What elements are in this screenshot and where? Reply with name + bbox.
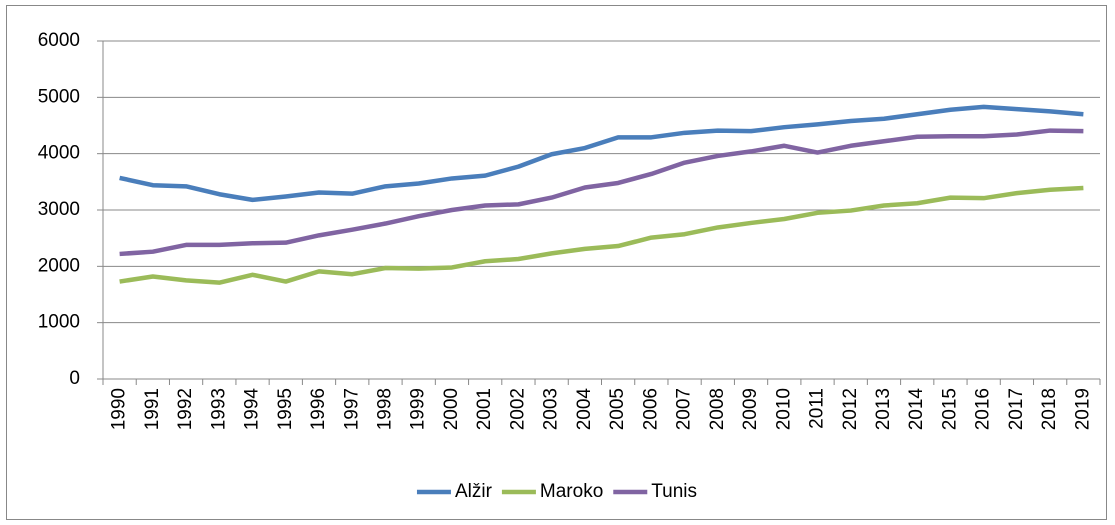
x-tick-label: 1991 xyxy=(142,388,163,430)
x-tick-label: 1995 xyxy=(275,388,296,430)
legend-label: Maroko xyxy=(540,481,603,502)
y-tick-label: 1000 xyxy=(38,312,80,333)
chart-border xyxy=(6,5,1107,520)
legend-label: Tunis xyxy=(651,481,697,502)
x-tick-label: 1998 xyxy=(374,388,395,430)
x-tick-label: 1993 xyxy=(208,388,229,430)
y-tick-label: 6000 xyxy=(38,30,80,51)
x-tick-label: 2019 xyxy=(1072,388,1093,430)
x-tick-label: 2006 xyxy=(640,388,661,430)
x-tick-label: 1990 xyxy=(109,388,130,430)
y-tick-label: 3000 xyxy=(38,199,80,220)
x-tick-label: 1997 xyxy=(341,388,362,430)
y-tick-label: 4000 xyxy=(38,143,80,164)
y-tick-label: 2000 xyxy=(38,255,80,276)
series-line xyxy=(119,128,1084,257)
y-tick-label: 5000 xyxy=(38,86,80,107)
x-tick-label: 2012 xyxy=(840,388,861,430)
x-tick-label: 1996 xyxy=(308,388,329,430)
x-tick-label: 2010 xyxy=(773,388,794,430)
x-tick-label: 1999 xyxy=(408,388,429,430)
x-tick-label: 2018 xyxy=(1039,388,1060,430)
x-tick-label: 2011 xyxy=(807,388,828,429)
x-tick-label: 2017 xyxy=(1006,388,1027,430)
x-tick-label: 2008 xyxy=(707,388,728,430)
series-line xyxy=(119,104,1084,203)
x-tick-label: 2015 xyxy=(939,388,960,430)
x-tick-label: 2005 xyxy=(607,388,628,430)
x-tick-label: 2001 xyxy=(474,388,495,430)
x-tick-label: 2000 xyxy=(441,388,462,430)
y-tick-label: 0 xyxy=(69,368,80,389)
x-tick-label: 2007 xyxy=(674,388,695,430)
x-tick-label: 2009 xyxy=(740,388,761,430)
legend-label: Alžir xyxy=(455,481,493,502)
x-tick-label: 2014 xyxy=(906,388,927,431)
x-tick-label: 2003 xyxy=(541,388,562,430)
x-tick-label: 2002 xyxy=(507,388,528,430)
legend: Alžir Maroko Tunis xyxy=(416,481,697,502)
x-tick-label: 2004 xyxy=(574,388,595,431)
x-tick-label: 1992 xyxy=(175,388,196,430)
x-tick-label: 2013 xyxy=(873,388,894,430)
x-tick-label: 1994 xyxy=(242,388,263,431)
x-tick-label: 2016 xyxy=(973,388,994,430)
series-line xyxy=(119,185,1084,285)
